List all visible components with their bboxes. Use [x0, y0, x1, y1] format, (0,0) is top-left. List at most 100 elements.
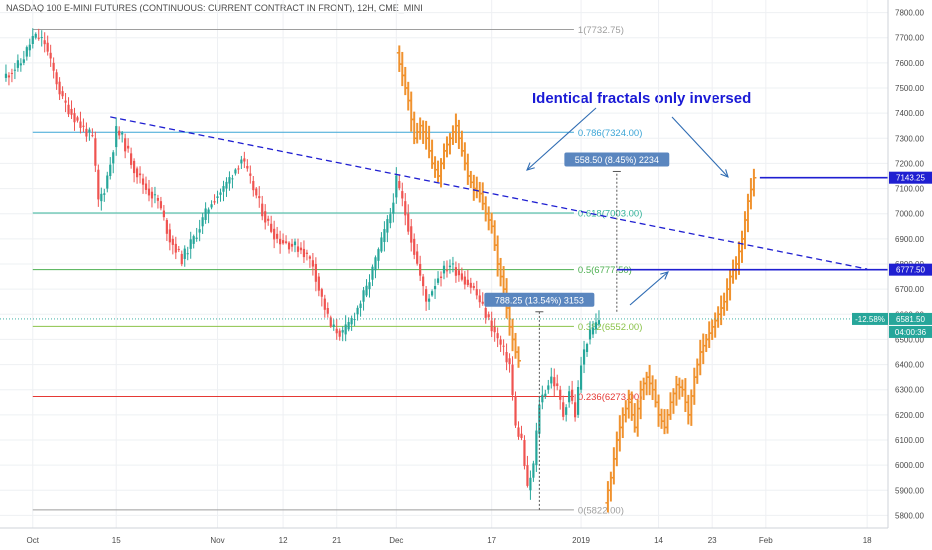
candle-body: [46, 42, 49, 52]
candle-body: [10, 72, 14, 74]
callout-arrowhead: [660, 271, 669, 280]
candle-body: [290, 243, 294, 247]
price-tick-label: 6500.00: [895, 335, 924, 344]
price-tick-label: 6000.00: [895, 461, 924, 470]
candle-body: [401, 191, 404, 199]
candle-body: [91, 135, 94, 137]
candle-body: [472, 286, 475, 288]
price-tick-label: 6200.00: [895, 411, 924, 420]
chart-title: NASDAQ 100 E-MINI FUTURES (CONTINUOUS: C…: [6, 3, 423, 13]
candle-body: [37, 37, 40, 39]
candle-body: [383, 229, 386, 242]
candle-body: [576, 386, 580, 415]
candle-body: [270, 223, 273, 232]
candle-body: [508, 358, 511, 365]
candle-body: [28, 44, 31, 51]
candle-body: [162, 210, 165, 218]
time-tick-label: 21: [332, 536, 341, 545]
candle-body: [416, 251, 419, 264]
candle-body: [469, 282, 472, 288]
descending-trendline: [110, 116, 868, 270]
candle-body: [135, 168, 139, 178]
candle-body: [407, 213, 410, 232]
candle-body: [487, 314, 490, 318]
candles: [4, 28, 601, 500]
fractal-annotation: Identical fractals only inversed: [532, 90, 752, 107]
candle-body: [392, 202, 395, 214]
price-tag: [889, 263, 932, 276]
candle-body: [398, 181, 401, 189]
candle-body: [79, 121, 82, 128]
candle-body: [240, 159, 243, 164]
candle-body: [547, 385, 550, 390]
candle-body: [323, 298, 326, 310]
candle-body: [34, 33, 37, 38]
candle-body: [475, 289, 478, 296]
candle-body: [195, 237, 198, 239]
candle-body: [100, 193, 103, 202]
candle-body: [138, 173, 142, 176]
candle-body: [493, 326, 496, 333]
candle-body: [58, 81, 61, 95]
price-tick-label: 6400.00: [895, 361, 924, 370]
inverted-fractal: [396, 45, 757, 513]
candle-body: [496, 333, 499, 339]
fib-level-label: 0.236(6273.00): [578, 392, 642, 403]
candle-body: [585, 343, 589, 352]
candle-body: [13, 69, 16, 71]
candle-body: [556, 383, 559, 386]
candle-body: [529, 477, 532, 491]
candle-body: [332, 324, 335, 327]
candle-body: [579, 365, 583, 390]
candle-body: [386, 219, 389, 233]
candle-body: [258, 196, 261, 199]
candle-body: [314, 264, 317, 282]
candle-body: [374, 257, 377, 271]
price-tick-label: 6100.00: [895, 436, 924, 445]
fib-level-label: 1(7732.75): [578, 25, 624, 36]
candle-body: [591, 327, 595, 335]
candle-body: [523, 440, 526, 467]
time-tick-label: 12: [279, 536, 288, 545]
candle-body: [365, 285, 368, 296]
candle-body: [451, 263, 455, 265]
callout-arrowhead: [526, 162, 535, 171]
candle-body: [490, 320, 493, 332]
candle-body: [88, 129, 91, 132]
candle-body: [192, 236, 195, 244]
fib-level-label: 0.618(7003.00): [578, 208, 642, 219]
candle-body: [284, 241, 288, 243]
candle-body: [252, 181, 255, 191]
time-tick-label: Feb: [759, 536, 773, 545]
price-tick-label: 6900.00: [895, 235, 924, 244]
candle-body: [264, 211, 267, 223]
candle-body: [541, 394, 544, 403]
candle-body: [106, 175, 109, 189]
price-tag-label: 7143.25: [896, 174, 925, 183]
candle-body: [571, 389, 574, 401]
fib-level-label: 0(5822.00): [578, 505, 624, 516]
candle-body: [302, 248, 306, 258]
candle-body: [141, 178, 145, 185]
candle-body: [19, 63, 22, 66]
candle-body: [466, 279, 469, 286]
candle-body: [267, 218, 270, 221]
candle-body: [183, 248, 186, 259]
candle-body: [448, 265, 452, 268]
candle-body: [234, 169, 237, 174]
candle-body: [356, 307, 359, 315]
candle-body: [559, 389, 562, 400]
price-tick-label: 6300.00: [895, 386, 924, 395]
callout-arrowhead: [720, 169, 729, 178]
candle-body: [550, 376, 553, 384]
candle-body: [16, 60, 19, 68]
candle-body: [428, 298, 431, 302]
change-tag: [852, 312, 888, 325]
candle-body: [338, 330, 341, 337]
candle-body: [562, 402, 565, 417]
candle-body: [350, 317, 353, 325]
candle-body: [594, 322, 598, 330]
candle-body: [207, 209, 210, 214]
measure-box: [564, 152, 670, 167]
